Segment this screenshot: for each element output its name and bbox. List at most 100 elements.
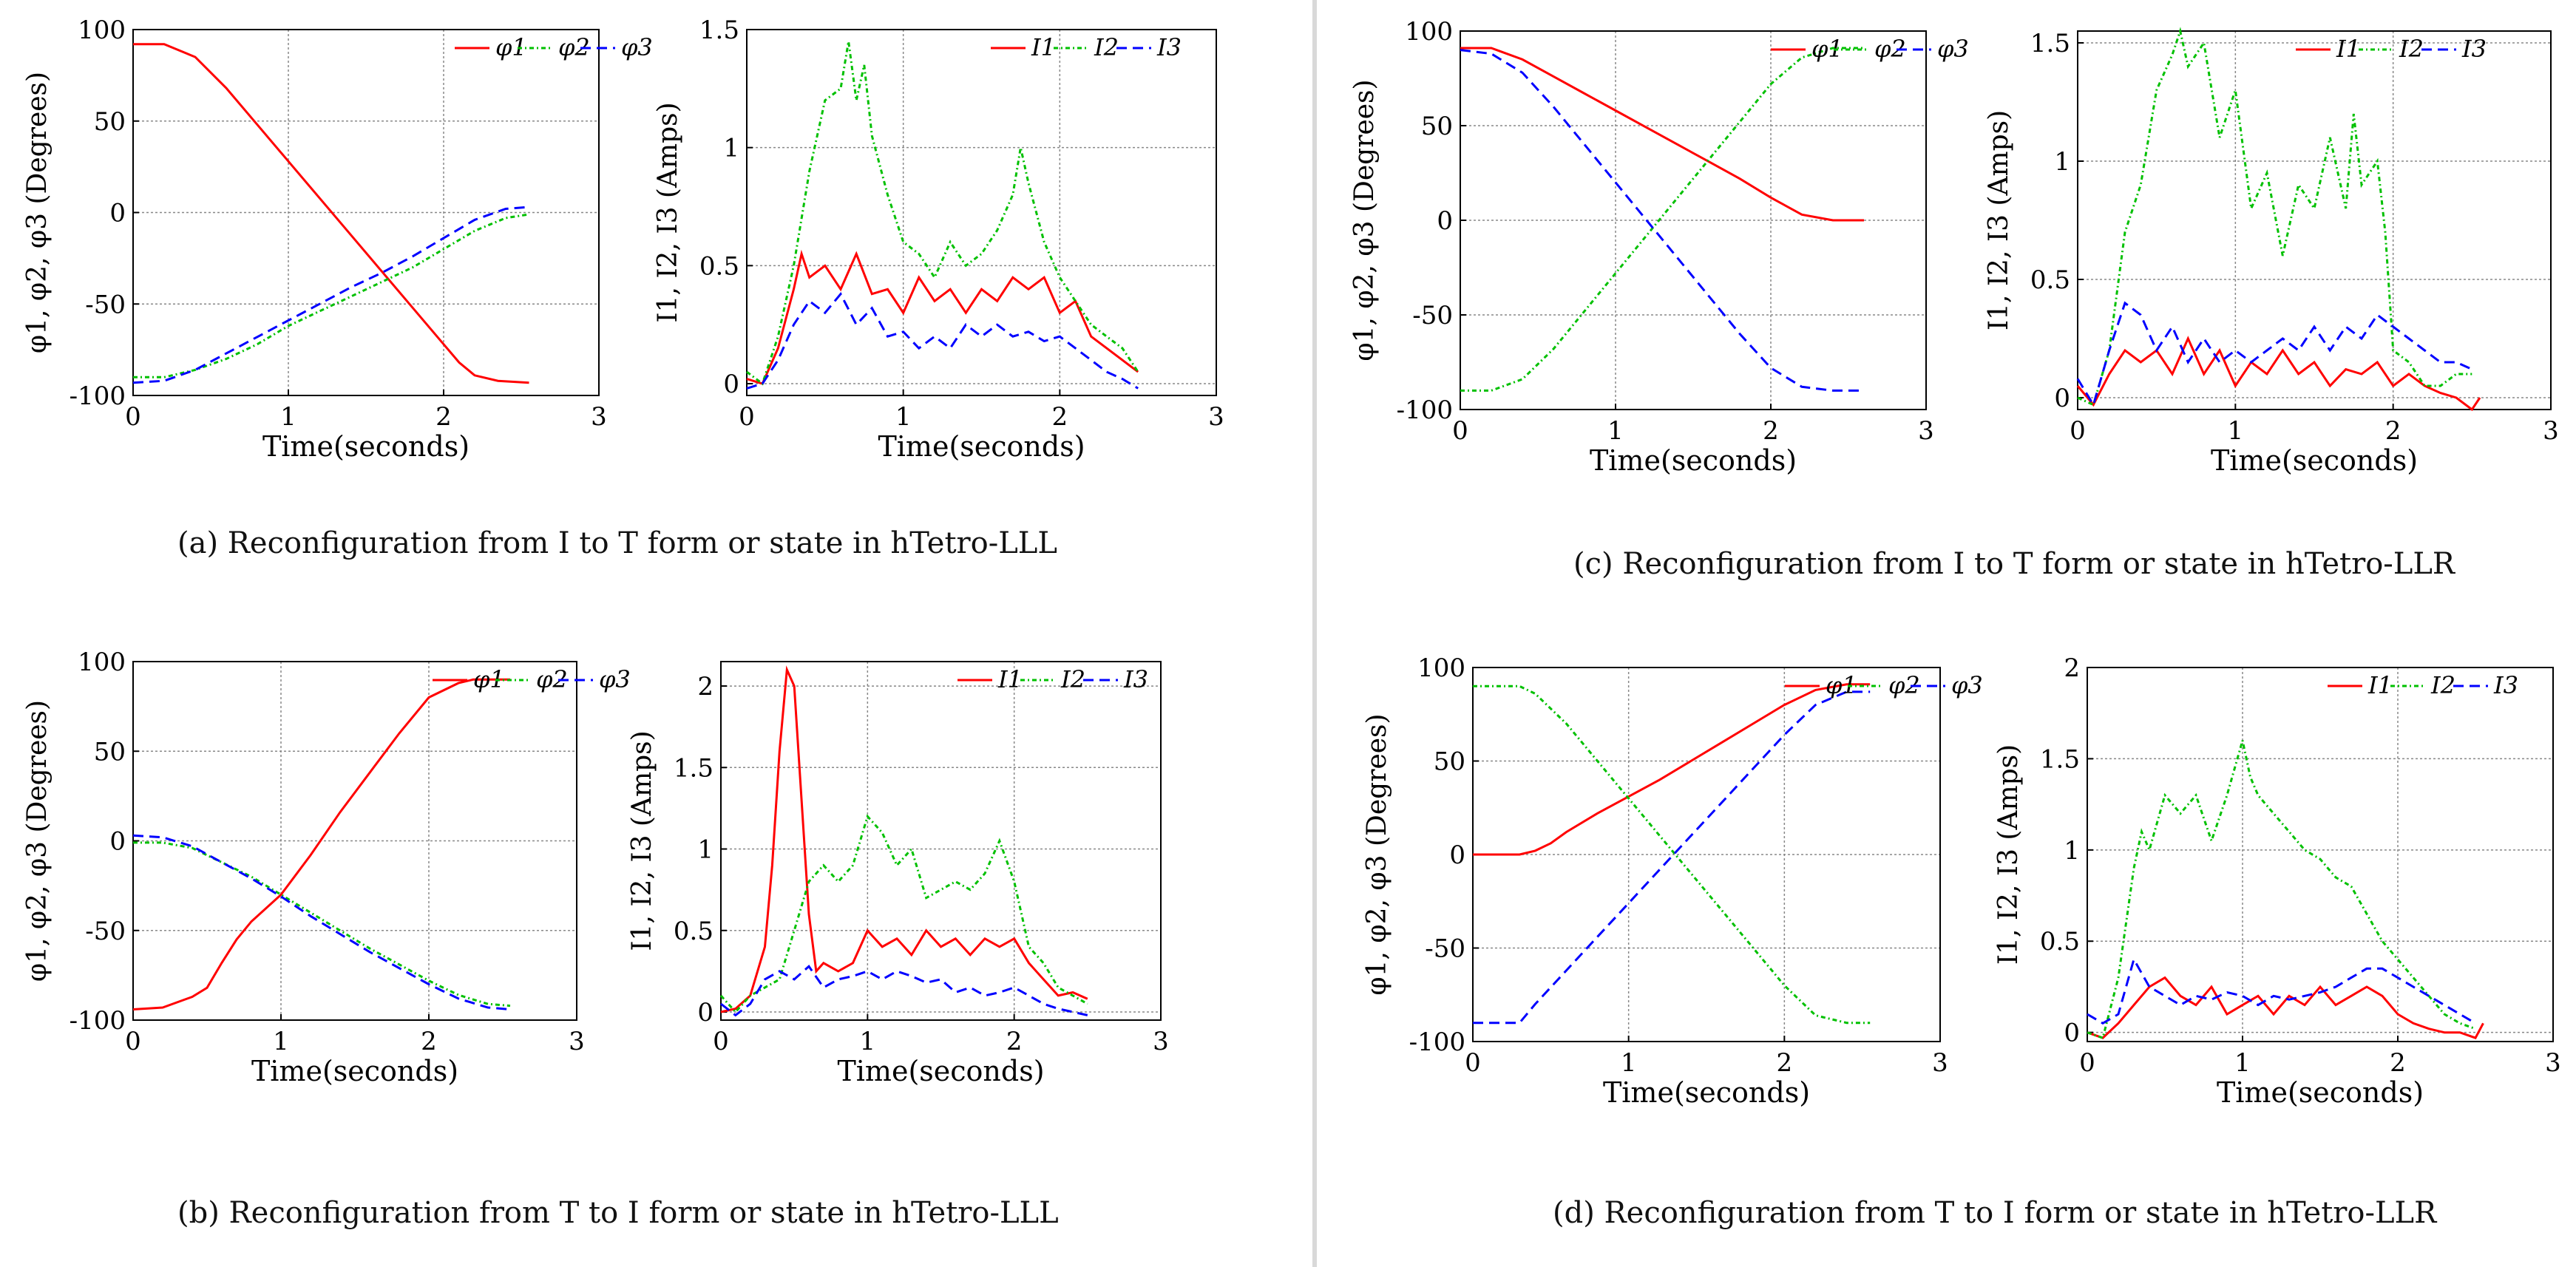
plot-frame <box>746 29 1217 396</box>
legend-entry-1: φ1 <box>1811 35 1843 63</box>
y-axis-label: φ1, φ2, φ3 (Degrees) <box>22 700 52 982</box>
series-line-2 <box>2087 740 2476 1040</box>
series-line-3 <box>1473 690 1871 1025</box>
legend-entry-3: φ3 <box>1937 35 1969 63</box>
caption-c: (c) Reconfiguration from I to T form or … <box>1573 547 2455 581</box>
x-tick-label: 3 <box>1153 1027 1169 1056</box>
plot-frame <box>2077 30 2552 410</box>
series-line-1 <box>1460 47 1864 222</box>
y-tick-label: 2 <box>697 672 714 702</box>
plot-frame <box>2087 667 2554 1042</box>
x-tick-label: 2 <box>1052 402 1068 432</box>
x-tick-label: 3 <box>1918 416 1934 446</box>
chart-c-current: 0 1 2 3 0 0.5 1 1.5 Time(seconds) I1, I2, I3 (Amp… <box>1984 27 2559 477</box>
y-tick-label: -50 <box>1412 301 1453 330</box>
y-tick-label: 50 <box>94 737 126 767</box>
y-tick-label: 50 <box>1434 747 1465 777</box>
x-tick-label: 3 <box>569 1027 585 1056</box>
y-tick-label: 1 <box>697 835 714 865</box>
y-tick-label: 0.5 <box>2040 927 2080 957</box>
y-tick-label: 50 <box>1421 112 1453 141</box>
x-axis-label: Time(seconds) <box>878 430 1085 463</box>
y-tick-label: 0 <box>2054 384 2070 413</box>
legend-entry-3: I3 <box>2493 671 2518 699</box>
series-line-1 <box>133 43 529 384</box>
x-tick-label: 3 <box>2543 416 2559 446</box>
y-tick-label: -100 <box>70 381 126 411</box>
x-tick-label: 0 <box>739 402 755 432</box>
series-line-2 <box>2077 27 2472 407</box>
y-tick-label: 100 <box>1405 17 1453 47</box>
legend-entry-1: φ1 <box>495 33 527 61</box>
x-tick-label: 0 <box>1452 416 1468 446</box>
y-tick-label: 2 <box>2064 653 2080 683</box>
y-tick-label: 0 <box>109 827 126 857</box>
x-tick-label: 2 <box>1777 1048 1793 1078</box>
x-tick-label: 1 <box>280 402 296 432</box>
series-line-3 <box>746 291 1139 390</box>
legend-entry-2: I2 <box>1060 665 1085 693</box>
series-line-1 <box>720 665 1088 1013</box>
x-tick-label: 1 <box>1607 416 1624 446</box>
x-tick-label: 2 <box>435 402 452 432</box>
x-tick-label: 3 <box>1932 1048 1948 1078</box>
y-tick-label: 0 <box>1449 840 1465 870</box>
x-tick-label: 2 <box>2390 1048 2406 1078</box>
series-line-3 <box>2087 957 2476 1025</box>
y-axis-label: I1, I2, I3 (Amps) <box>627 730 657 951</box>
series-line-2 <box>719 814 1088 1014</box>
y-tick-label: 0 <box>1437 206 1453 236</box>
legend-entry-3: I3 <box>1123 665 1148 693</box>
legend-entry-3: φ3 <box>621 33 653 61</box>
series-line-3 <box>1460 49 1864 392</box>
series-line-2 <box>133 213 529 378</box>
legend-entry-3: I3 <box>1156 33 1182 61</box>
x-tick-label: 0 <box>1465 1048 1481 1078</box>
y-tick-label: -100 <box>1397 395 1453 425</box>
y-tick-label: 100 <box>78 648 126 677</box>
plot-frame <box>1472 667 1941 1042</box>
legend-entry-2: I2 <box>1094 33 1119 61</box>
legend-entry-1: φ1 <box>1826 671 1857 699</box>
x-tick-label: 0 <box>125 402 141 432</box>
x-axis-label: Time(seconds) <box>2217 1076 2424 1109</box>
y-tick-label: 1.5 <box>2040 744 2080 774</box>
y-tick-label: 0 <box>109 199 126 228</box>
panel-divider <box>1312 0 1317 1267</box>
legend-entry-3: φ3 <box>599 665 631 693</box>
y-axis-label: φ1, φ2, φ3 (Degrees) <box>1349 79 1380 361</box>
series-line-2 <box>746 41 1139 386</box>
x-axis-label: Time(seconds) <box>1590 444 1797 477</box>
y-tick-label: -100 <box>1409 1027 1465 1057</box>
legend-entry-2: I2 <box>2399 35 2424 63</box>
x-tick-label: 2 <box>421 1027 437 1056</box>
series-line-3 <box>132 834 511 1010</box>
series-line-1 <box>2087 976 2484 1039</box>
x-tick-label: 3 <box>1208 402 1224 432</box>
y-tick-label: 0 <box>697 998 714 1027</box>
caption-d: (d) Reconfiguration from T to I form or … <box>1553 1196 2437 1230</box>
legend-entry-3: I3 <box>2461 35 2487 63</box>
y-axis-label: I1, I2, I3 (Amps) <box>1984 110 2014 330</box>
y-tick-label: 0.5 <box>2030 265 2070 295</box>
x-tick-label: 3 <box>591 402 607 432</box>
series-line-3 <box>2076 301 2472 408</box>
x-tick-label: 1 <box>860 1027 876 1056</box>
x-tick-label: 1 <box>2234 1048 2251 1078</box>
x-tick-label: 1 <box>273 1027 289 1056</box>
x-tick-label: 0 <box>2079 1048 2095 1078</box>
legend-entry-1: I1 <box>2336 35 2361 63</box>
y-axis-label: φ1, φ2, φ3 (Degrees) <box>1362 713 1392 995</box>
y-tick-label: 50 <box>94 107 126 137</box>
legend-entry-1: I1 <box>2367 671 2393 699</box>
series-line-1 <box>746 249 1139 385</box>
legend-entry-1: I1 <box>997 665 1023 693</box>
x-axis-label: Time(seconds) <box>262 430 470 463</box>
series-line-1 <box>132 678 510 1010</box>
x-axis-label: Time(seconds) <box>2211 444 2418 477</box>
y-tick-label: 1.5 <box>2030 29 2070 58</box>
legend-entry-3: φ3 <box>1951 671 1983 699</box>
series-line-2 <box>1460 47 1864 392</box>
y-axis-label: I1, I2, I3 (Amps) <box>653 102 683 322</box>
